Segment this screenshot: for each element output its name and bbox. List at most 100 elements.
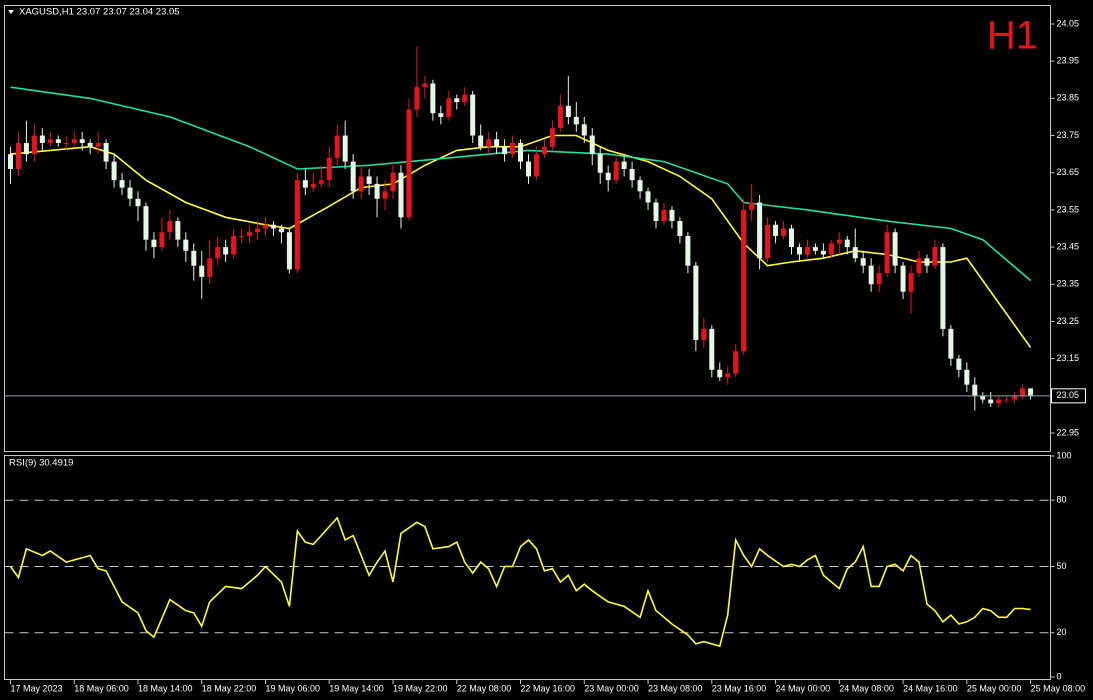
candle-body: [55, 139, 61, 143]
candle-body: [87, 142, 93, 147]
candle-body: [23, 142, 29, 155]
candle-body: [757, 202, 763, 259]
x-tick-label: 25 May 08:00: [1031, 683, 1086, 693]
candle-body: [135, 198, 141, 207]
candle-body: [1020, 388, 1026, 396]
candle-body: [183, 239, 189, 251]
x-tick-label: 22 May 16:00: [521, 683, 576, 693]
candle-body: [366, 176, 372, 184]
candle-body: [924, 258, 930, 266]
candle-body: [725, 373, 731, 378]
moving-average: [10, 86, 1032, 282]
candle-body: [510, 142, 516, 155]
y-tick-label: 23.85: [1057, 93, 1080, 103]
x-tick-label: 19 May 06:00: [266, 683, 321, 693]
candle-body: [852, 247, 858, 259]
y-tick-label: 80: [1057, 495, 1067, 505]
candle-body: [812, 247, 818, 251]
candle-body: [278, 228, 284, 233]
candle-body: [645, 191, 651, 203]
menu-arrow: [8, 10, 14, 14]
candle-body: [685, 235, 691, 266]
candle-body: [199, 265, 205, 277]
y-tick-label: 23.45: [1057, 241, 1080, 251]
candle-body: [884, 232, 890, 274]
candle-body: [701, 328, 707, 341]
candle-body: [605, 172, 611, 181]
candle-body: [318, 180, 324, 184]
candle-body: [239, 235, 245, 237]
candle-body: [47, 139, 53, 143]
candle-body: [294, 180, 300, 270]
candle-body: [350, 161, 356, 192]
x-tick-label: 24 May 00:00: [776, 683, 831, 693]
candle-body: [533, 154, 539, 177]
candle-body: [972, 384, 978, 396]
rsi-line: [9, 516, 1031, 648]
candle-body: [231, 235, 237, 255]
timeframe-annotation: H1: [987, 14, 1038, 58]
x-tick-label: 24 May 08:00: [839, 683, 894, 693]
candle-body: [948, 328, 954, 359]
candle-body: [159, 232, 165, 248]
y-tick-label: 50: [1057, 561, 1067, 571]
candle-body: [908, 273, 914, 292]
candle-body: [844, 239, 850, 248]
candle-body: [462, 94, 468, 103]
candle-body: [470, 94, 476, 136]
candle-body: [302, 180, 308, 188]
candle-body: [478, 135, 484, 147]
x-tick-label: 23 May 00:00: [584, 683, 639, 693]
candle-body: [374, 183, 380, 199]
y-tick-label: 23.15: [1057, 353, 1080, 363]
candle-body: [422, 83, 428, 88]
candle-body: [804, 247, 810, 255]
candle-body: [525, 161, 531, 177]
candle-body: [796, 247, 802, 255]
candle-body: [1004, 399, 1010, 401]
candle-body: [382, 191, 388, 199]
candle-body: [191, 250, 197, 266]
candle-body: [876, 273, 882, 285]
candle-body: [741, 209, 747, 352]
candle-body: [111, 161, 117, 181]
candle-body: [597, 154, 603, 173]
y-tick-label: 23.65: [1057, 167, 1080, 177]
candle-body: [430, 83, 436, 114]
candle-body: [589, 135, 595, 155]
candle-body: [446, 98, 452, 117]
candle-body: [414, 87, 420, 110]
candle-body: [95, 142, 101, 147]
candle-body: [310, 183, 316, 188]
candle-body: [127, 187, 133, 199]
candle-body: [956, 358, 962, 370]
candle-body: [438, 113, 444, 117]
candle-body: [406, 109, 412, 218]
candle-body: [63, 142, 69, 144]
chart-title: XAGUSD,H1 23.07 23.07 23.04 23.05: [19, 7, 180, 18]
candle-body: [358, 176, 364, 192]
candle-body: [486, 139, 492, 147]
x-tick-label: 19 May 22:00: [393, 683, 448, 693]
candle-body: [541, 146, 547, 155]
x-tick-label: 18 May 06:00: [74, 683, 129, 693]
candle-body: [836, 239, 842, 244]
candle-body: [964, 369, 970, 385]
y-tick-label: 23.25: [1057, 316, 1080, 326]
y-tick-label: 23.75: [1057, 130, 1080, 140]
candle-body: [207, 258, 213, 277]
candle-body: [565, 105, 571, 117]
candle-body: [143, 206, 149, 240]
candle-body: [653, 202, 659, 222]
y-tick-label: 24.05: [1057, 18, 1080, 28]
candle-body: [270, 224, 276, 229]
candle-body: [518, 142, 524, 162]
last-price-label: 23.05: [1057, 390, 1080, 400]
candle-body: [677, 221, 683, 236]
candle-body: [733, 351, 739, 374]
y-tick-label: 22.95: [1057, 427, 1080, 437]
rsi-title: RSI(9) 30.4919: [9, 458, 73, 469]
candle-body: [573, 116, 579, 125]
